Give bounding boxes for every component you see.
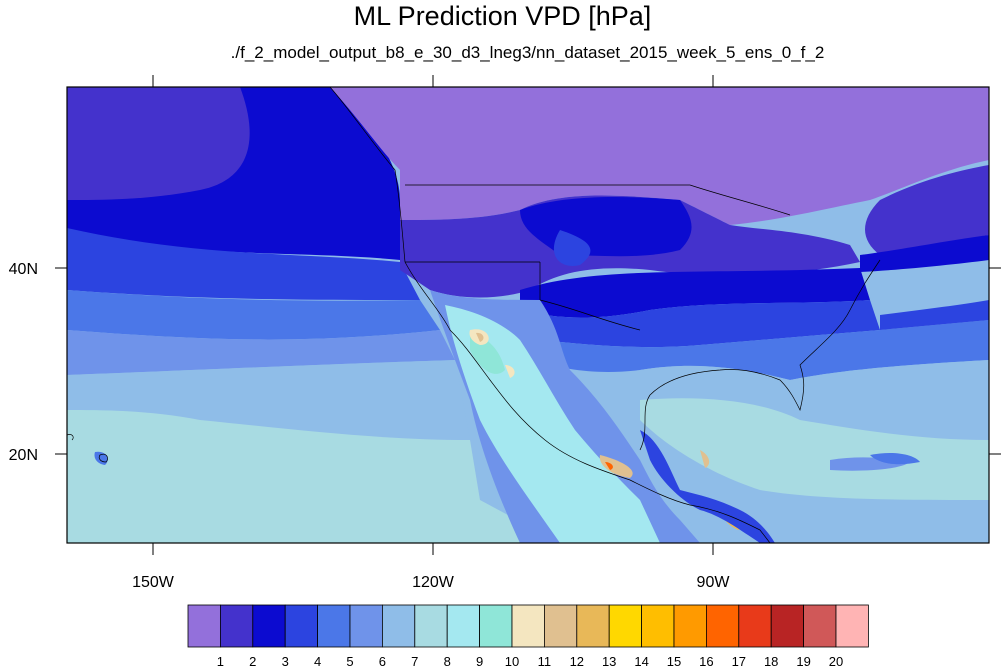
lon-tick-150w: 150W xyxy=(132,574,175,591)
coastlines xyxy=(67,87,881,543)
colorbar-swatch xyxy=(544,604,578,648)
map-subtitle: ./f_2_model_output_b8_e_30_d3_lneg3/nn_d… xyxy=(230,43,825,62)
colorbar-swatch xyxy=(770,604,805,648)
colorbar-swatch xyxy=(252,604,286,648)
colorbar-swatch xyxy=(317,604,351,648)
colorbar-label: 9 xyxy=(476,654,483,669)
colorbar-label: 13 xyxy=(602,654,616,669)
colorbar-swatch xyxy=(608,604,643,648)
colorbar-swatch xyxy=(673,604,707,648)
colorbar-label: 18 xyxy=(764,654,778,669)
map-title: ML Prediction VPD [hPa] xyxy=(353,1,652,31)
colorbar-label: 4 xyxy=(314,654,321,669)
lat-tick-20n: 20N xyxy=(9,447,38,464)
colorbar-swatch xyxy=(219,604,254,648)
colorbar-swatch xyxy=(641,604,675,648)
colorbar-swatch xyxy=(446,604,481,648)
colorbar-swatch xyxy=(706,604,740,648)
colorbar-swatch xyxy=(576,604,610,648)
colorbar-swatch xyxy=(803,604,837,648)
colorbar-swatch xyxy=(479,604,513,648)
colorbar-swatch xyxy=(349,604,383,648)
colorbar-label: 16 xyxy=(699,654,713,669)
colorbar-label: 8 xyxy=(444,654,451,669)
colorbar-swatch xyxy=(835,604,869,648)
colorbar-label: 10 xyxy=(505,654,519,669)
colorbar-label: 17 xyxy=(732,654,746,669)
colorbar-swatch xyxy=(414,604,448,648)
lat-tick-40n: 40N xyxy=(9,261,38,278)
colorbar-label: 14 xyxy=(634,654,648,669)
vpd-field xyxy=(67,87,989,543)
colorbar-swatch xyxy=(284,604,319,648)
colorbar: 1 2 3 4 5 6 7 8 9 10 11 12 13 14 15 16 17 18 19 20 xyxy=(187,604,869,669)
colorbar-label: 1 xyxy=(217,654,224,669)
lon-tick-90w: 90W xyxy=(697,574,731,591)
colorbar-swatch xyxy=(738,604,772,648)
colorbar-label: 20 xyxy=(829,654,843,669)
colorbar-label: 11 xyxy=(538,654,552,669)
colorbar-swatch xyxy=(187,604,221,648)
map-frame xyxy=(66,86,990,544)
colorbar-label: 6 xyxy=(379,654,386,669)
colorbar-label: 19 xyxy=(796,654,810,669)
colorbar-swatch xyxy=(381,604,416,648)
colorbar-swatch xyxy=(511,604,545,648)
colorbar-label: 12 xyxy=(570,654,584,669)
axis-ticks xyxy=(55,75,1001,555)
colorbar-label: 7 xyxy=(411,654,418,669)
colorbar-label: 15 xyxy=(667,654,681,669)
colorbar-label: 5 xyxy=(346,654,353,669)
lon-tick-120w: 120W xyxy=(412,574,455,591)
colorbar-label: 2 xyxy=(249,654,256,669)
colorbar-label: 3 xyxy=(282,654,289,669)
